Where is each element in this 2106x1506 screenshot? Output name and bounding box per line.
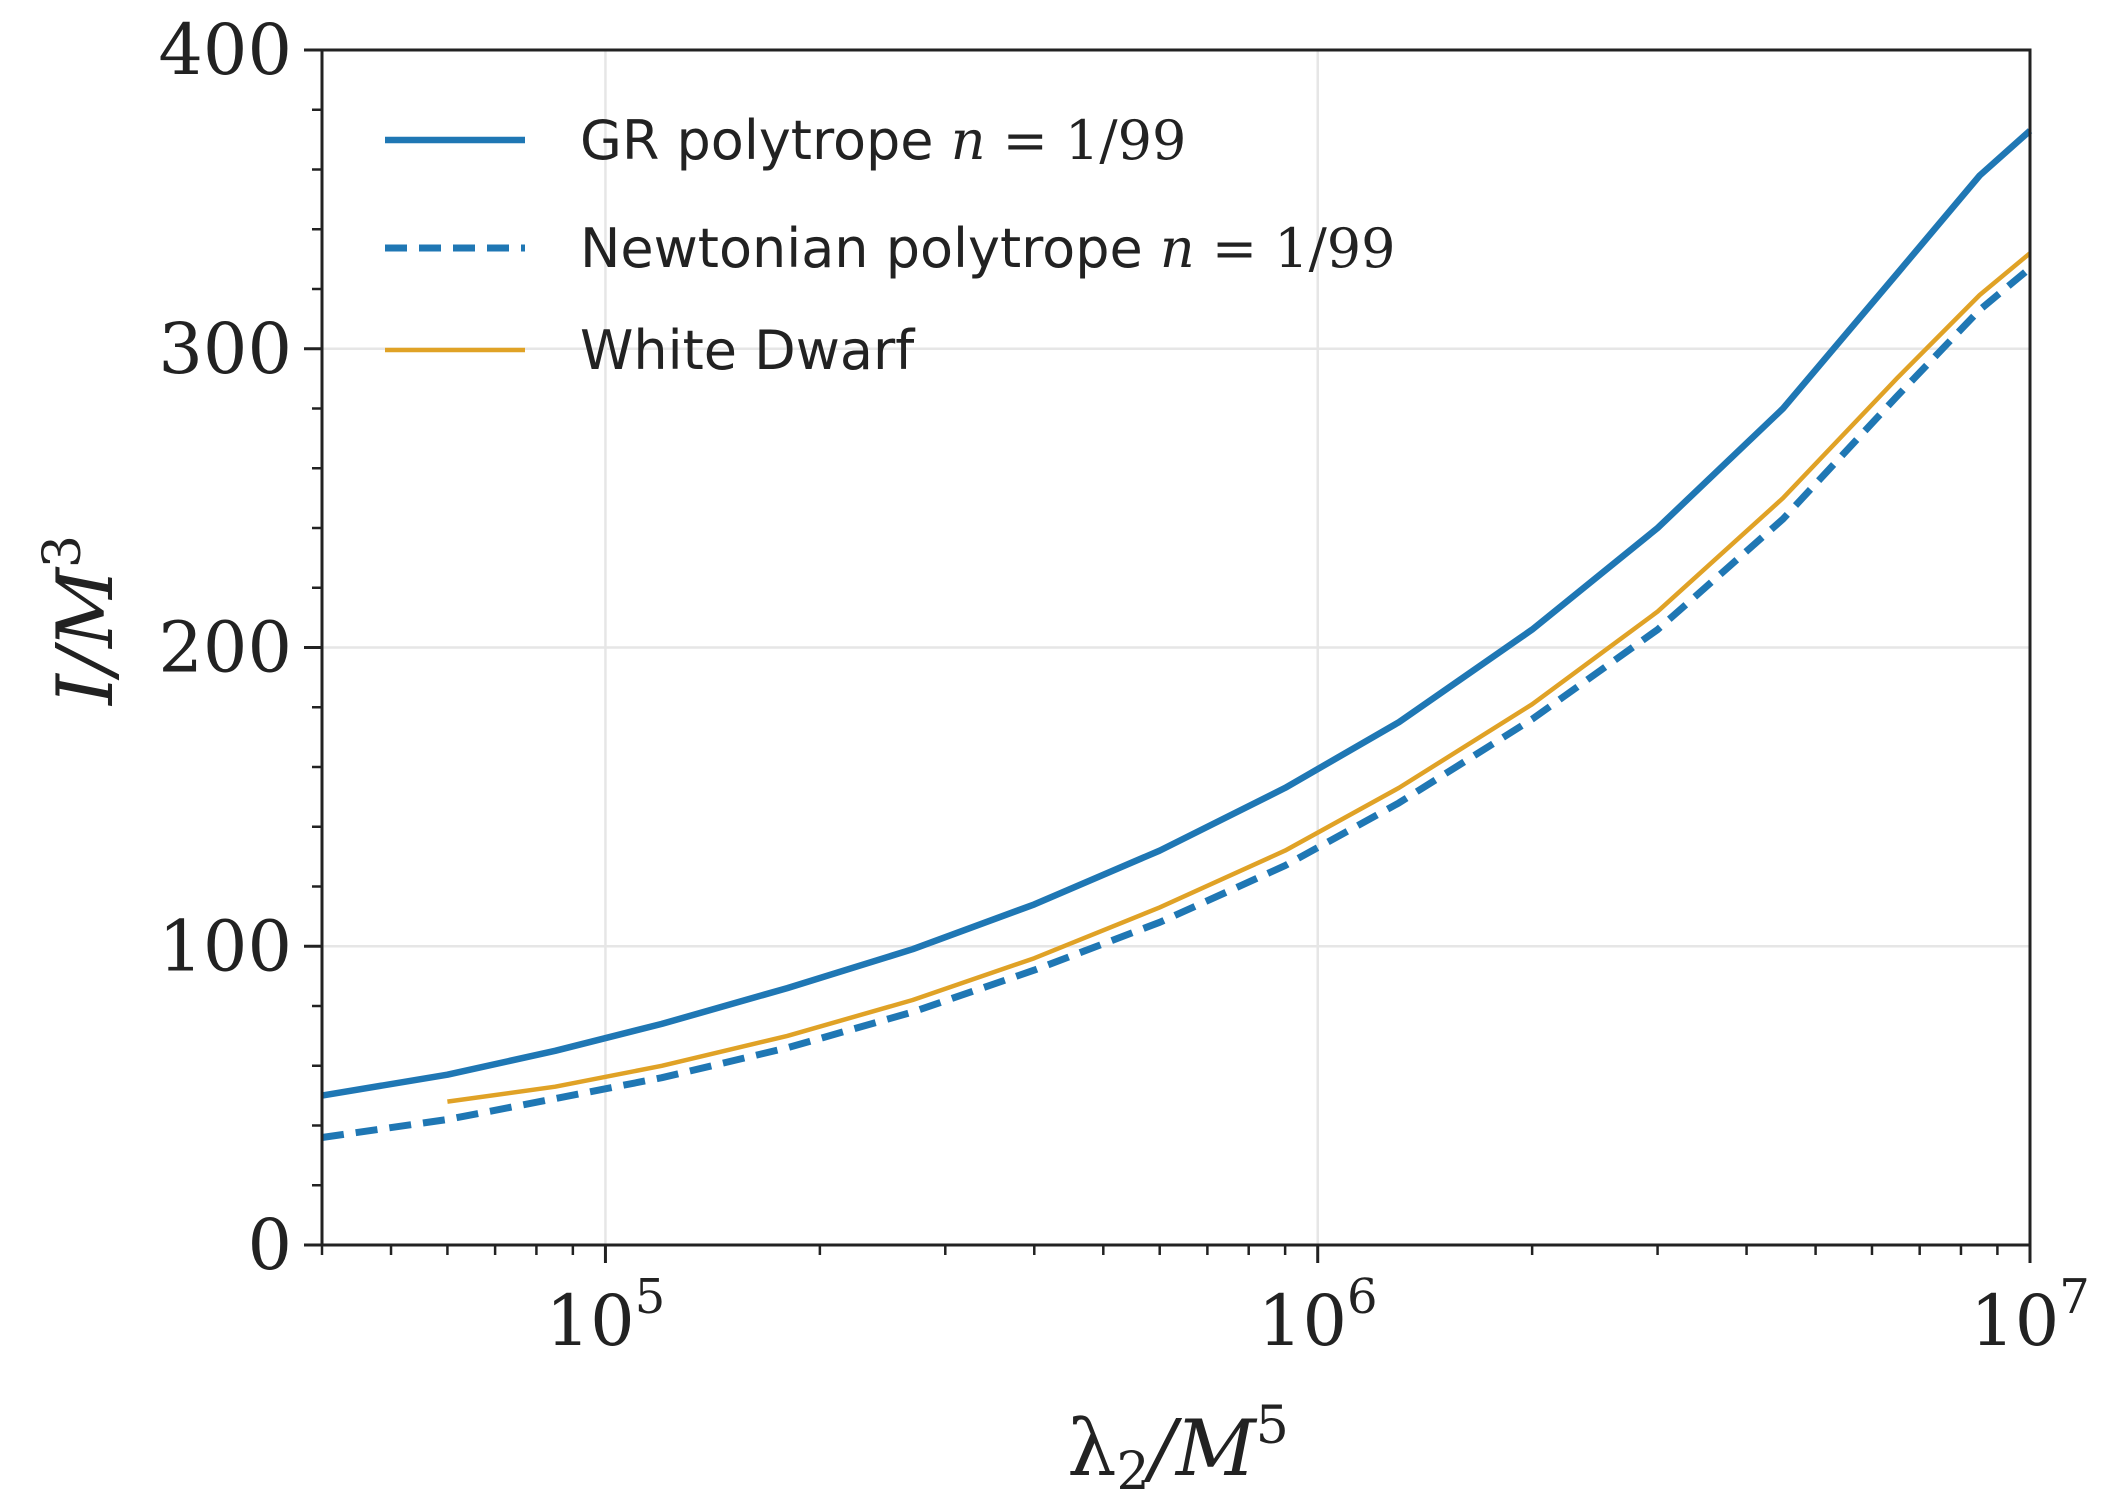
series-line-1 — [321, 265, 2033, 1141]
tick-labels: 105 106 107 0 100 200 300 400 — [158, 9, 2089, 1362]
y-tick-label: 0 — [247, 1204, 292, 1286]
x-tick-label: 105 — [546, 1269, 666, 1362]
y-tick-label: 100 — [158, 905, 292, 987]
x-tick-label: 107 — [1970, 1269, 2090, 1362]
x-tick-label: 106 — [1258, 1269, 1378, 1362]
legend-label-0: GR polytrope n = 1/99 — [580, 109, 1186, 172]
x-axis-label: λ2/M5 — [1067, 1396, 1289, 1502]
axis-ticks — [304, 48, 2032, 1263]
legend: GR polytrope n = 1/99 Newtonian polytrope… — [385, 109, 1396, 382]
legend-label-2: White Dwarf — [580, 319, 916, 382]
legend-label-1: Newtonian polytrope n = 1/99 — [580, 217, 1396, 280]
y-axis-label: I/M3 — [33, 535, 131, 707]
y-tick-label: 200 — [158, 607, 292, 689]
series-layer — [321, 128, 2033, 1141]
y-tick-label: 400 — [158, 9, 292, 91]
series-line-0 — [321, 128, 2033, 1099]
series-line-2 — [447, 251, 2032, 1104]
y-tick-label: 300 — [158, 308, 292, 390]
